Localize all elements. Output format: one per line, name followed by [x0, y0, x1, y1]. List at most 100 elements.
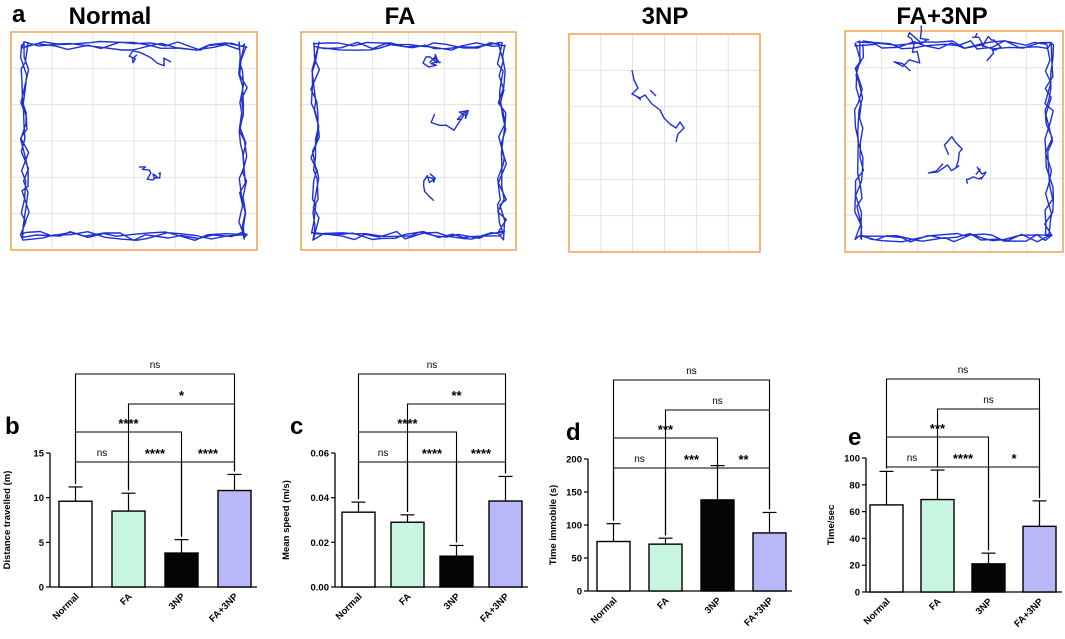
panel-letter-d: d	[566, 419, 581, 446]
y-tick-label: 0.00	[311, 583, 330, 594]
significance-label: ns	[634, 454, 645, 465]
significance-label: ****	[471, 446, 492, 461]
arena-border	[10, 31, 258, 251]
y-axis-label: Mean speed (m/s)	[281, 480, 292, 560]
y-tick-label: 80	[849, 480, 860, 491]
significance-bracket	[74, 461, 130, 491]
significance-label: **	[738, 452, 749, 467]
x-tick-label: Normal	[334, 591, 365, 622]
significance-bracket	[612, 379, 771, 521]
significance-label: ns	[958, 365, 969, 376]
significance-label: ****	[953, 451, 974, 466]
significance-label: ns	[907, 453, 918, 464]
bar-3np	[164, 552, 199, 588]
x-tick-label: FA	[118, 591, 134, 607]
bar-3np	[439, 555, 474, 588]
arena-track-path	[310, 41, 507, 241]
panel-letter-b: b	[5, 413, 20, 440]
significance-bracket	[612, 467, 667, 536]
y-tick-label: 0	[39, 583, 44, 594]
significance-label: ns	[983, 395, 994, 406]
arena-border	[300, 31, 517, 251]
y-tick-label: 150	[566, 488, 582, 499]
y-tick-label: 50	[571, 554, 582, 565]
arena-title: Normal	[69, 3, 152, 30]
bar-fa-3np	[217, 489, 252, 588]
x-tick-label: FA	[927, 596, 943, 612]
bar-fa-3np	[752, 532, 787, 592]
chart-panel-b: b Distance travelled (m) 0 5 10 15 Normal FA 3NP…	[2, 360, 257, 625]
bar-fa	[390, 521, 425, 588]
bar-normal	[58, 500, 93, 588]
bar-fa-3np	[1022, 525, 1057, 593]
chart-panel-c: c Mean speed (m/s) 0.00 0.02 0.04 0.06 Normal F…	[281, 360, 528, 625]
y-axis-label: Time immobile (s)	[548, 485, 559, 566]
significance-label: ****	[145, 446, 166, 461]
y-tick-label: 0.04	[311, 493, 330, 504]
arena-3: 3NP	[568, 3, 761, 253]
significance-label: ***	[684, 452, 700, 467]
arena-4: FA+3NP	[844, 3, 1064, 253]
significance-label: *	[179, 388, 185, 403]
arena-panels: Normal FA 3NP FA+3NP	[10, 3, 1064, 253]
x-tick-label: 3NP	[167, 591, 188, 612]
significance-bracket	[885, 378, 1041, 498]
arena-2: FA	[300, 3, 517, 251]
y-tick-label: 0.02	[311, 538, 330, 549]
arena-1: Normal	[10, 3, 258, 251]
significance-label: ****	[198, 446, 219, 461]
bar-fa	[111, 510, 146, 588]
x-tick-label: Normal	[862, 596, 893, 627]
bar-3np	[971, 563, 1006, 593]
y-tick-label: 200	[566, 455, 582, 466]
y-tick-label: 15	[33, 449, 44, 460]
y-tick-label: 100	[566, 521, 582, 532]
panel-letter-e: e	[848, 424, 861, 451]
y-tick-label: 10	[33, 493, 44, 504]
x-tick-label: FA	[397, 591, 413, 607]
significance-bracket	[357, 373, 507, 500]
bar-fa-3np	[488, 500, 523, 588]
y-tick-label: 5	[39, 538, 45, 549]
significance-bracket	[74, 373, 236, 484]
x-tick-label: 3NP	[703, 595, 724, 616]
bar-charts: b Distance travelled (m) 0 5 10 15 Normal FA 3NP…	[2, 360, 1062, 630]
y-tick-label: 0.06	[311, 449, 330, 460]
significance-bracket	[357, 461, 409, 512]
arena-title: FA	[385, 3, 416, 30]
arena-track-path	[853, 25, 1055, 243]
y-tick-label: 20	[849, 561, 860, 572]
x-tick-label: Normal	[589, 595, 620, 626]
panel-letter-c: c	[290, 413, 303, 440]
bar-normal	[869, 504, 904, 593]
arena-title: FA+3NP	[896, 3, 987, 30]
y-axis-label: Time/sec	[826, 505, 837, 546]
arena-track-path	[19, 40, 248, 242]
y-tick-label: 100	[844, 454, 860, 465]
significance-label: ns	[150, 360, 161, 371]
y-tick-label: 0	[577, 587, 582, 598]
significance-label: ns	[427, 360, 438, 371]
significance-label: ns	[686, 366, 697, 377]
x-tick-label: Normal	[51, 591, 82, 622]
significance-label: ****	[422, 446, 443, 461]
arena-track-path	[631, 69, 685, 143]
x-tick-label: FA+3NP	[478, 591, 512, 625]
x-tick-label: FA+3NP	[1012, 596, 1046, 630]
y-axis-label: Distance travelled (m)	[2, 471, 13, 570]
x-tick-label: FA+3NP	[207, 591, 241, 625]
x-tick-label: 3NP	[974, 596, 995, 617]
bar-fa	[920, 498, 955, 593]
bar-normal	[596, 540, 631, 592]
arena-border	[844, 30, 1064, 253]
x-tick-label: 3NP	[442, 591, 463, 612]
bar-3np	[700, 499, 735, 592]
significance-label: ns	[97, 448, 108, 459]
x-tick-label: FA	[655, 595, 671, 611]
y-tick-label: 0	[855, 588, 860, 599]
significance-label: **	[451, 388, 462, 403]
arena-title: 3NP	[642, 3, 689, 30]
significance-label: ns	[712, 396, 723, 407]
